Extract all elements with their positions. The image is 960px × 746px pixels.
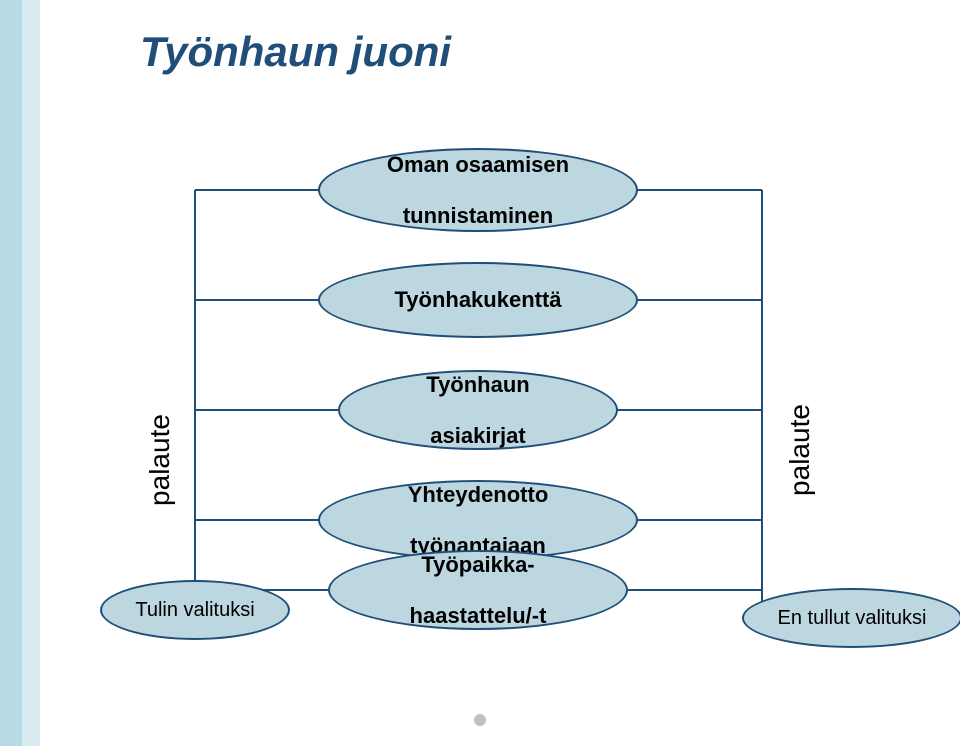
node-tyonhaun-asiakirjat: Työnhaun asiakirjat xyxy=(338,370,618,450)
node-tyonhakukentta: Työnhakukenttä xyxy=(318,262,638,338)
node-yhteydenotto: Yhteydenotto työnantajaan xyxy=(318,480,638,560)
node-label: En tullut valituksi xyxy=(778,607,927,630)
sidebar-band-right xyxy=(22,0,40,746)
label-palaute-right: palaute xyxy=(784,404,816,496)
node-label: Työnhakukenttä xyxy=(394,287,561,312)
left-sidebar xyxy=(0,0,40,746)
node-en-tullut-valituksi: En tullut valituksi xyxy=(742,588,960,648)
diagram-stage: Työnhaun juoni Oman osaamisen tunnistami… xyxy=(0,0,960,746)
node-label: haastattelu/-t xyxy=(410,603,547,628)
node-tulin-valituksi: Tulin valituksi xyxy=(100,580,290,640)
node-label: tunnistaminen xyxy=(387,203,569,228)
node-label: Tulin valituksi xyxy=(135,599,254,622)
label-palaute-left: palaute xyxy=(144,414,176,506)
node-label: Yhteydenotto xyxy=(408,482,549,507)
node-label: asiakirjat xyxy=(426,423,529,448)
footer-dot-icon xyxy=(474,714,486,726)
node-label: Työpaikka- xyxy=(410,552,547,577)
sidebar-band-left xyxy=(0,0,22,746)
node-label: Oman osaamisen xyxy=(387,152,569,177)
node-tyopaikkahaastattelu: Työpaikka- haastattelu/-t xyxy=(328,550,628,630)
node-oman-osaamisen: Oman osaamisen tunnistaminen xyxy=(318,148,638,232)
node-label: Työnhaun xyxy=(426,372,529,397)
page-title: Työnhaun juoni xyxy=(140,28,451,76)
